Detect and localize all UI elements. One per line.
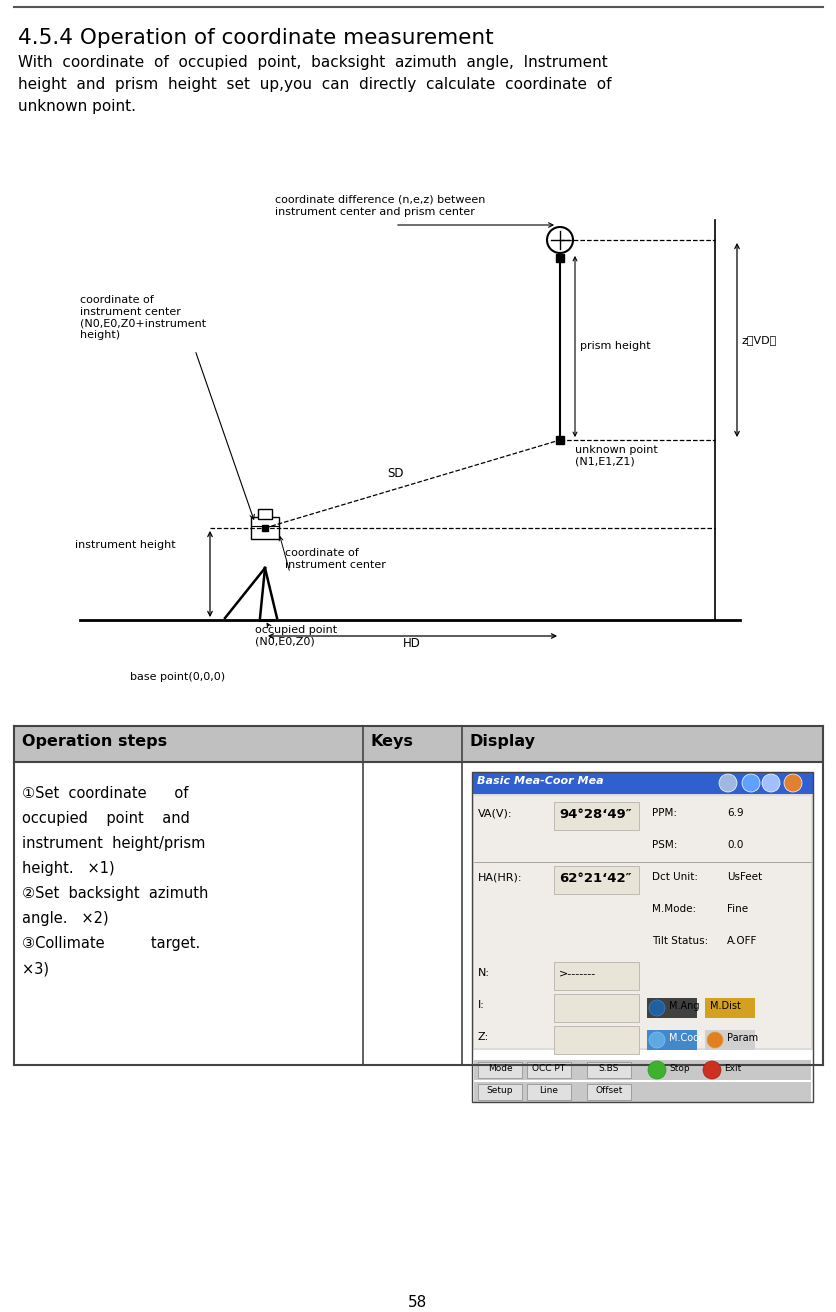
Text: unknown point
(N1,E1,Z1): unknown point (N1,E1,Z1) <box>574 445 657 467</box>
Bar <box>555 255 563 262</box>
Text: instrument height: instrument height <box>75 541 176 550</box>
Text: prism height: prism height <box>579 341 650 352</box>
Circle shape <box>648 1033 665 1048</box>
Text: Display: Display <box>470 733 535 749</box>
Text: Tilt Status:: Tilt Status: <box>651 935 707 946</box>
Bar <box>473 1082 810 1102</box>
Bar <box>14 726 822 762</box>
Text: 94°28‘49″: 94°28‘49″ <box>558 808 631 821</box>
Text: unknown point.: unknown point. <box>18 98 135 114</box>
Bar <box>473 796 810 1048</box>
Text: occupied point
(N0,E0,Z0): occupied point (N0,E0,Z0) <box>255 625 337 647</box>
Circle shape <box>547 227 573 253</box>
Text: 0.0: 0.0 <box>726 840 742 850</box>
Bar <box>553 802 638 830</box>
Text: Mode: Mode <box>487 1064 512 1073</box>
Bar <box>553 962 638 991</box>
Bar <box>473 1060 810 1080</box>
Text: Keys: Keys <box>370 733 413 749</box>
Text: PPM:: PPM: <box>651 808 676 817</box>
Bar <box>251 517 278 539</box>
Text: M.Ang: M.Ang <box>668 1001 699 1012</box>
Text: height  and  prism  height  set  up,you  can  directly  calculate  coordinate  o: height and prism height set up,you can d… <box>18 77 611 92</box>
Text: PSM:: PSM: <box>651 840 676 850</box>
Text: Operation steps: Operation steps <box>22 733 167 749</box>
Text: angle.   ×2): angle. ×2) <box>22 911 109 926</box>
Text: coordinate of
instrument center: coordinate of instrument center <box>285 548 385 569</box>
Circle shape <box>648 1000 665 1015</box>
Text: base point(0,0,0): base point(0,0,0) <box>130 672 225 682</box>
Text: M.Coor: M.Coor <box>668 1033 702 1043</box>
Text: Fine: Fine <box>726 904 747 914</box>
Text: M.Mode:: M.Mode: <box>651 904 696 914</box>
Bar <box>555 436 563 443</box>
Circle shape <box>783 774 801 792</box>
Text: SD: SD <box>386 467 403 480</box>
Bar <box>553 1026 638 1054</box>
Text: I:: I: <box>477 1000 484 1010</box>
Text: VA(V):: VA(V): <box>477 808 512 817</box>
Text: >-------: >------- <box>558 968 595 977</box>
Text: coordinate difference (n,e,z) between
instrument center and prism center: coordinate difference (n,e,z) between in… <box>275 195 485 216</box>
Text: Stop: Stop <box>668 1064 689 1073</box>
Circle shape <box>741 774 759 792</box>
Text: Z:: Z: <box>477 1033 489 1042</box>
Text: 62°21‘42″: 62°21‘42″ <box>558 872 630 886</box>
Bar <box>472 771 812 794</box>
Text: OCC PT: OCC PT <box>532 1064 565 1073</box>
Bar <box>586 1061 630 1078</box>
Text: M.Dist: M.Dist <box>709 1001 740 1012</box>
Text: S.BS: S.BS <box>598 1064 619 1073</box>
Text: height.   ×1): height. ×1) <box>22 861 115 876</box>
Bar <box>553 866 638 893</box>
Bar <box>586 1084 630 1099</box>
Bar <box>472 794 812 1050</box>
Text: coordinate of
instrument center
(N0,E0,Z0+instrument
height): coordinate of instrument center (N0,E0,Z… <box>80 295 206 340</box>
Bar <box>553 994 638 1022</box>
Text: UsFeet: UsFeet <box>726 872 762 882</box>
Text: N:: N: <box>477 968 489 977</box>
Circle shape <box>761 774 779 792</box>
Bar <box>704 1030 754 1050</box>
Text: 58: 58 <box>408 1295 427 1309</box>
Bar <box>477 1061 522 1078</box>
Circle shape <box>647 1061 665 1078</box>
Text: With  coordinate  of  occupied  point,  backsight  azimuth  angle,  Instrument: With coordinate of occupied point, backs… <box>18 55 607 70</box>
Text: Exit: Exit <box>723 1064 741 1073</box>
Text: Offset: Offset <box>594 1086 622 1096</box>
Text: ②Set  backsight  azimuth: ②Set backsight azimuth <box>22 886 208 901</box>
Text: A.OFF: A.OFF <box>726 935 757 946</box>
Text: HD: HD <box>403 638 421 649</box>
Text: Line: Line <box>539 1086 558 1096</box>
Bar <box>704 998 754 1018</box>
Text: instrument  height/prism: instrument height/prism <box>22 836 205 851</box>
Text: Setup: Setup <box>487 1086 512 1096</box>
Text: Dct Unit:: Dct Unit: <box>651 872 697 882</box>
Text: occupied    point    and: occupied point and <box>22 811 190 827</box>
Circle shape <box>706 1033 722 1048</box>
Text: 4.5.4 Operation of coordinate measurement: 4.5.4 Operation of coordinate measuremen… <box>18 28 493 49</box>
Text: ③Collimate          target.: ③Collimate target. <box>22 935 200 951</box>
Circle shape <box>718 774 737 792</box>
Bar <box>472 771 812 1102</box>
Text: ①Set  coordinate      of: ①Set coordinate of <box>22 786 188 802</box>
Bar <box>646 1030 696 1050</box>
Bar <box>646 998 696 1018</box>
Text: 6.9: 6.9 <box>726 808 742 817</box>
Text: ×3): ×3) <box>22 960 49 976</box>
Bar <box>527 1061 570 1078</box>
Text: HA(HR):: HA(HR): <box>477 872 522 882</box>
Text: Basic Mea-Coor Mea: Basic Mea-Coor Mea <box>477 775 603 786</box>
Circle shape <box>702 1061 720 1078</box>
Bar <box>257 509 272 520</box>
Text: Param: Param <box>726 1033 757 1043</box>
Bar <box>527 1084 570 1099</box>
Bar <box>477 1084 522 1099</box>
Text: z（VD）: z（VD） <box>741 335 777 345</box>
